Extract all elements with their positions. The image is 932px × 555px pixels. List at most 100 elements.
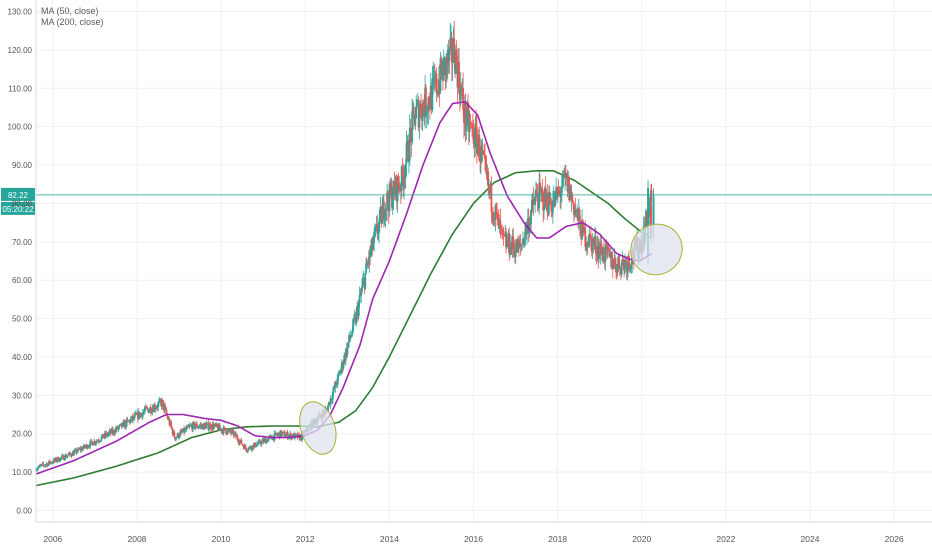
candle-body bbox=[513, 247, 515, 250]
candle-body bbox=[628, 263, 631, 269]
candle-body bbox=[146, 407, 149, 410]
candle-body bbox=[374, 226, 377, 232]
candle-body bbox=[449, 38, 452, 48]
candle-body bbox=[391, 199, 394, 208]
y-tick-label: 80.00 bbox=[12, 199, 33, 208]
candle-body bbox=[245, 448, 248, 452]
candle-body bbox=[543, 208, 545, 211]
candle-body bbox=[220, 428, 223, 432]
candle-body bbox=[75, 449, 78, 453]
candle-body bbox=[350, 334, 353, 337]
candle-body bbox=[162, 402, 165, 411]
candle-body bbox=[589, 233, 592, 235]
candle-body bbox=[205, 423, 208, 426]
candle-body bbox=[487, 171, 490, 187]
candle-body bbox=[177, 433, 180, 438]
y-tick-label: 110.00 bbox=[8, 84, 32, 93]
candle-body bbox=[425, 112, 428, 115]
candle-body bbox=[391, 186, 393, 208]
candle-body bbox=[90, 440, 93, 443]
candle-body bbox=[600, 243, 603, 253]
candle-body bbox=[36, 468, 39, 470]
candle-body bbox=[260, 441, 263, 445]
candle-body bbox=[491, 211, 494, 214]
candle-body bbox=[276, 434, 279, 436]
candle-body bbox=[536, 192, 539, 202]
candle-body bbox=[331, 399, 333, 401]
candle-body bbox=[335, 381, 338, 385]
candle-body bbox=[47, 463, 50, 467]
candle-body bbox=[180, 430, 183, 433]
y-tick-label: 120.00 bbox=[8, 46, 33, 55]
candle-body bbox=[207, 422, 210, 430]
candle-body bbox=[358, 295, 361, 303]
candle-body bbox=[645, 210, 648, 220]
candle-body bbox=[156, 407, 159, 409]
candle-body bbox=[392, 180, 395, 200]
candle-body bbox=[43, 464, 45, 466]
candle-body bbox=[649, 203, 651, 215]
candle-body bbox=[42, 463, 45, 465]
candle-body bbox=[415, 106, 418, 119]
candle-body bbox=[213, 425, 215, 429]
x-tick-label: 2024 bbox=[801, 534, 820, 544]
candle-body bbox=[630, 264, 633, 269]
candle-body bbox=[414, 118, 417, 126]
candle-body bbox=[462, 88, 465, 110]
candle-body bbox=[629, 268, 632, 269]
candle-body bbox=[381, 208, 384, 224]
candle-body bbox=[500, 226, 503, 228]
candle-body bbox=[581, 220, 583, 240]
candle-body bbox=[67, 454, 70, 456]
candle-body bbox=[431, 78, 434, 111]
candle-body bbox=[585, 246, 587, 248]
candle-body bbox=[594, 236, 597, 253]
candle-body bbox=[412, 107, 415, 115]
legend-ma50[interactable]: MA (50, close) bbox=[41, 6, 99, 16]
candle-body bbox=[535, 191, 538, 193]
candle-body bbox=[149, 407, 152, 413]
candle-body bbox=[542, 192, 545, 211]
ma200-line bbox=[35, 170, 653, 487]
candle-body bbox=[171, 426, 173, 430]
candle-body bbox=[442, 57, 445, 81]
candle-body bbox=[60, 455, 63, 458]
candle-body bbox=[490, 184, 493, 212]
candle-body bbox=[605, 244, 608, 245]
candle-body bbox=[86, 447, 89, 449]
candle-body bbox=[255, 446, 257, 448]
candle-body bbox=[44, 464, 47, 466]
candle-body bbox=[60, 457, 62, 459]
candle-body bbox=[247, 450, 249, 452]
candle-body bbox=[298, 434, 300, 435]
candle-body bbox=[114, 429, 117, 434]
candle-body bbox=[267, 438, 270, 442]
candle-body bbox=[480, 145, 482, 162]
candle-body bbox=[223, 427, 226, 429]
legend-ma200[interactable]: MA (200, close) bbox=[41, 17, 104, 27]
candle-body bbox=[209, 424, 212, 429]
candle-body bbox=[593, 242, 596, 245]
candle-body bbox=[370, 248, 372, 256]
y-tick-label: 40.00 bbox=[12, 353, 33, 362]
candle-body bbox=[150, 412, 153, 413]
candle-body bbox=[501, 227, 503, 230]
candle-body bbox=[523, 237, 526, 245]
candle-body bbox=[386, 192, 389, 203]
candle-body bbox=[548, 191, 551, 204]
candle-body bbox=[607, 247, 610, 251]
candle-body bbox=[357, 302, 360, 317]
candle-body bbox=[327, 405, 329, 412]
candle-body bbox=[573, 209, 576, 216]
candle-body bbox=[471, 125, 474, 129]
candle-body bbox=[496, 211, 499, 215]
candle-body bbox=[225, 430, 228, 434]
candle-body bbox=[361, 286, 363, 292]
ma200-series bbox=[35, 170, 653, 487]
candle-body bbox=[378, 209, 381, 223]
candle-body bbox=[342, 363, 345, 369]
candle-body bbox=[129, 419, 132, 423]
candle-body bbox=[337, 373, 340, 375]
candle-body bbox=[144, 406, 147, 411]
